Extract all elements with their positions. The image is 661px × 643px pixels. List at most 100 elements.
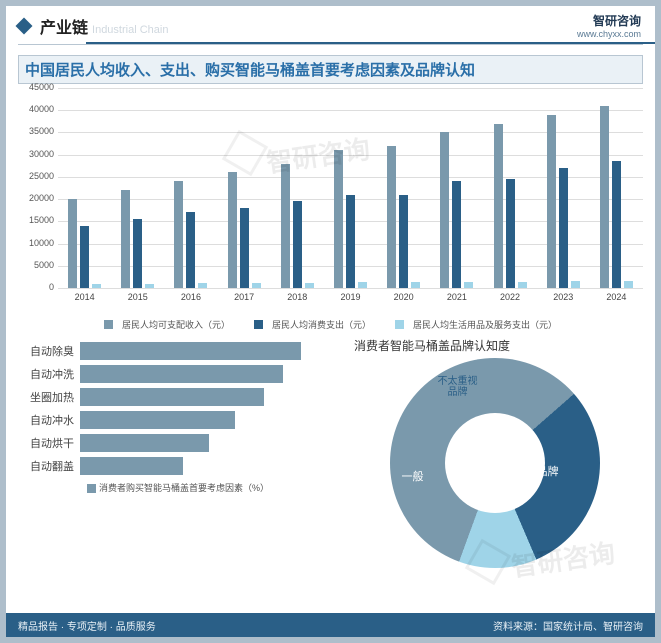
x-tick-label: 2014: [58, 292, 111, 302]
bar: [293, 201, 302, 288]
x-tick-label: 2023: [537, 292, 590, 302]
x-tick-label: 2019: [324, 292, 377, 302]
brand-name: 智研咨询: [577, 12, 641, 29]
bar: [68, 199, 77, 288]
hbar-row: 坐圈加热: [18, 388, 338, 406]
header: 产业链 Industrial Chain 智研咨询 www.chyxx.com: [6, 6, 655, 42]
bar: [121, 190, 130, 288]
bar: [174, 181, 183, 288]
bar: [133, 219, 142, 288]
x-tick-label: 2017: [218, 292, 271, 302]
donut-segment-label: 重视品牌: [515, 463, 559, 479]
bar: [411, 282, 420, 288]
x-tick-label: 2016: [164, 292, 217, 302]
y-tick-label: 40000: [18, 104, 54, 114]
hbar-fill: [80, 457, 183, 475]
x-tick-label: 2022: [483, 292, 536, 302]
donut-segment-label: 不太重视品牌: [438, 376, 478, 398]
hbar-label: 自动烘干: [18, 435, 80, 451]
bar: [624, 281, 633, 288]
hbar-label: 自动冲洗: [18, 366, 80, 382]
donut-wrap: 消费者智能马桶盖品牌认知度 重视品牌 一般 不太重视品牌: [346, 337, 643, 568]
hbar-label: 自动除臭: [18, 343, 80, 359]
hbar-row: 自动除臭: [18, 342, 338, 360]
hbar-row: 自动冲水: [18, 411, 338, 429]
bar: [506, 179, 515, 288]
x-tick-label: 2018: [271, 292, 324, 302]
bar: [600, 106, 609, 288]
y-tick-label: 45000: [18, 82, 54, 92]
footer-right: 资料来源：国家统计局、智研咨询: [493, 618, 643, 633]
legend-label: 居民人均可支配收入（元）: [122, 318, 230, 331]
y-tick-label: 10000: [18, 238, 54, 248]
lower-row: 自动除臭自动冲洗坐圈加热自动冲水自动烘干自动翻盖消费者购买智能马桶盖首要考虑因素…: [18, 337, 643, 568]
hbar-fill: [80, 388, 264, 406]
y-tick-label: 0: [18, 282, 54, 292]
bar: [571, 281, 580, 288]
legend-swatch: [104, 320, 113, 329]
bar: [92, 284, 101, 288]
legend-label: 居民人均生活用品及服务支出（元）: [413, 318, 557, 331]
bar-chart-legend: 居民人均可支配收入（元） 居民人均消费支出（元） 居民人均生活用品及服务支出（元）: [18, 318, 643, 331]
bar: [494, 124, 503, 288]
brand-block: 智研咨询 www.chyxx.com: [577, 12, 641, 39]
hbar-legend: 消费者购买智能马桶盖首要考虑因素（%）: [18, 481, 338, 494]
income-bar-chart: 0500010000150002000025000300003500040000…: [18, 88, 643, 318]
footer-left: 精品报告 · 专项定制 · 品质服务: [18, 618, 156, 633]
hbar-row: 自动翻盖: [18, 457, 338, 475]
bar: [518, 282, 527, 288]
bar: [186, 212, 195, 288]
bar: [387, 146, 396, 288]
donut-title: 消费者智能马桶盖品牌认知度: [354, 337, 643, 354]
hbar-fill: [80, 411, 235, 429]
bar: [305, 283, 314, 288]
y-tick-label: 35000: [18, 126, 54, 136]
brand-awareness-donut: 重视品牌 一般 不太重视品牌: [390, 358, 600, 568]
legend-swatch: [395, 320, 404, 329]
bar: [547, 115, 556, 288]
bar: [240, 208, 249, 288]
y-tick-label: 30000: [18, 149, 54, 159]
card: 产业链 Industrial Chain 智研咨询 www.chyxx.com …: [6, 6, 655, 637]
brand-url: www.chyxx.com: [577, 29, 641, 39]
bar: [559, 168, 568, 288]
bar: [399, 195, 408, 288]
bar: [464, 282, 473, 288]
y-tick-label: 25000: [18, 171, 54, 181]
x-tick-label: 2015: [111, 292, 164, 302]
bar: [198, 283, 207, 288]
legend-label: 居民人均消费支出（元）: [272, 318, 371, 331]
bar: [145, 284, 154, 288]
bar: [334, 150, 343, 288]
legend-swatch: [254, 320, 263, 329]
x-tick-label: 2020: [377, 292, 430, 302]
hbar-fill: [80, 342, 301, 360]
bar: [80, 226, 89, 288]
legend-item: 居民人均生活用品及服务支出（元）: [389, 318, 563, 331]
header-subrule: [18, 44, 643, 45]
y-tick-label: 20000: [18, 193, 54, 203]
factors-hbar-chart: 自动除臭自动冲洗坐圈加热自动冲水自动烘干自动翻盖消费者购买智能马桶盖首要考虑因素…: [18, 337, 338, 568]
bar: [346, 195, 355, 288]
x-tick-label: 2024: [590, 292, 643, 302]
bar: [440, 132, 449, 288]
donut-segment-label: 一般: [402, 468, 424, 484]
bar: [252, 283, 261, 288]
hbar-label: 自动翻盖: [18, 458, 80, 474]
legend-item: 居民人均消费支出（元）: [248, 318, 377, 331]
hbar-row: 自动冲洗: [18, 365, 338, 383]
y-tick-label: 5000: [18, 260, 54, 270]
legend-swatch: [87, 484, 96, 493]
chart-title: 中国居民人均收入、支出、购买智能马桶盖首要考虑因素及品牌认知: [18, 55, 643, 84]
hbar-label: 坐圈加热: [18, 389, 80, 405]
footer: 精品报告 · 专项定制 · 品质服务 资料来源：国家统计局、智研咨询: [6, 613, 655, 637]
section-sublabel: Industrial Chain: [92, 24, 168, 36]
diamond-icon: [16, 18, 33, 35]
legend-label: 消费者购买智能马桶盖首要考虑因素（%）: [99, 483, 269, 493]
hbar-fill: [80, 434, 209, 452]
hbar-row: 自动烘干: [18, 434, 338, 452]
hbar-label: 自动冲水: [18, 412, 80, 428]
bar: [358, 282, 367, 288]
x-tick-label: 2021: [430, 292, 483, 302]
legend-item: 居民人均可支配收入（元）: [98, 318, 236, 331]
